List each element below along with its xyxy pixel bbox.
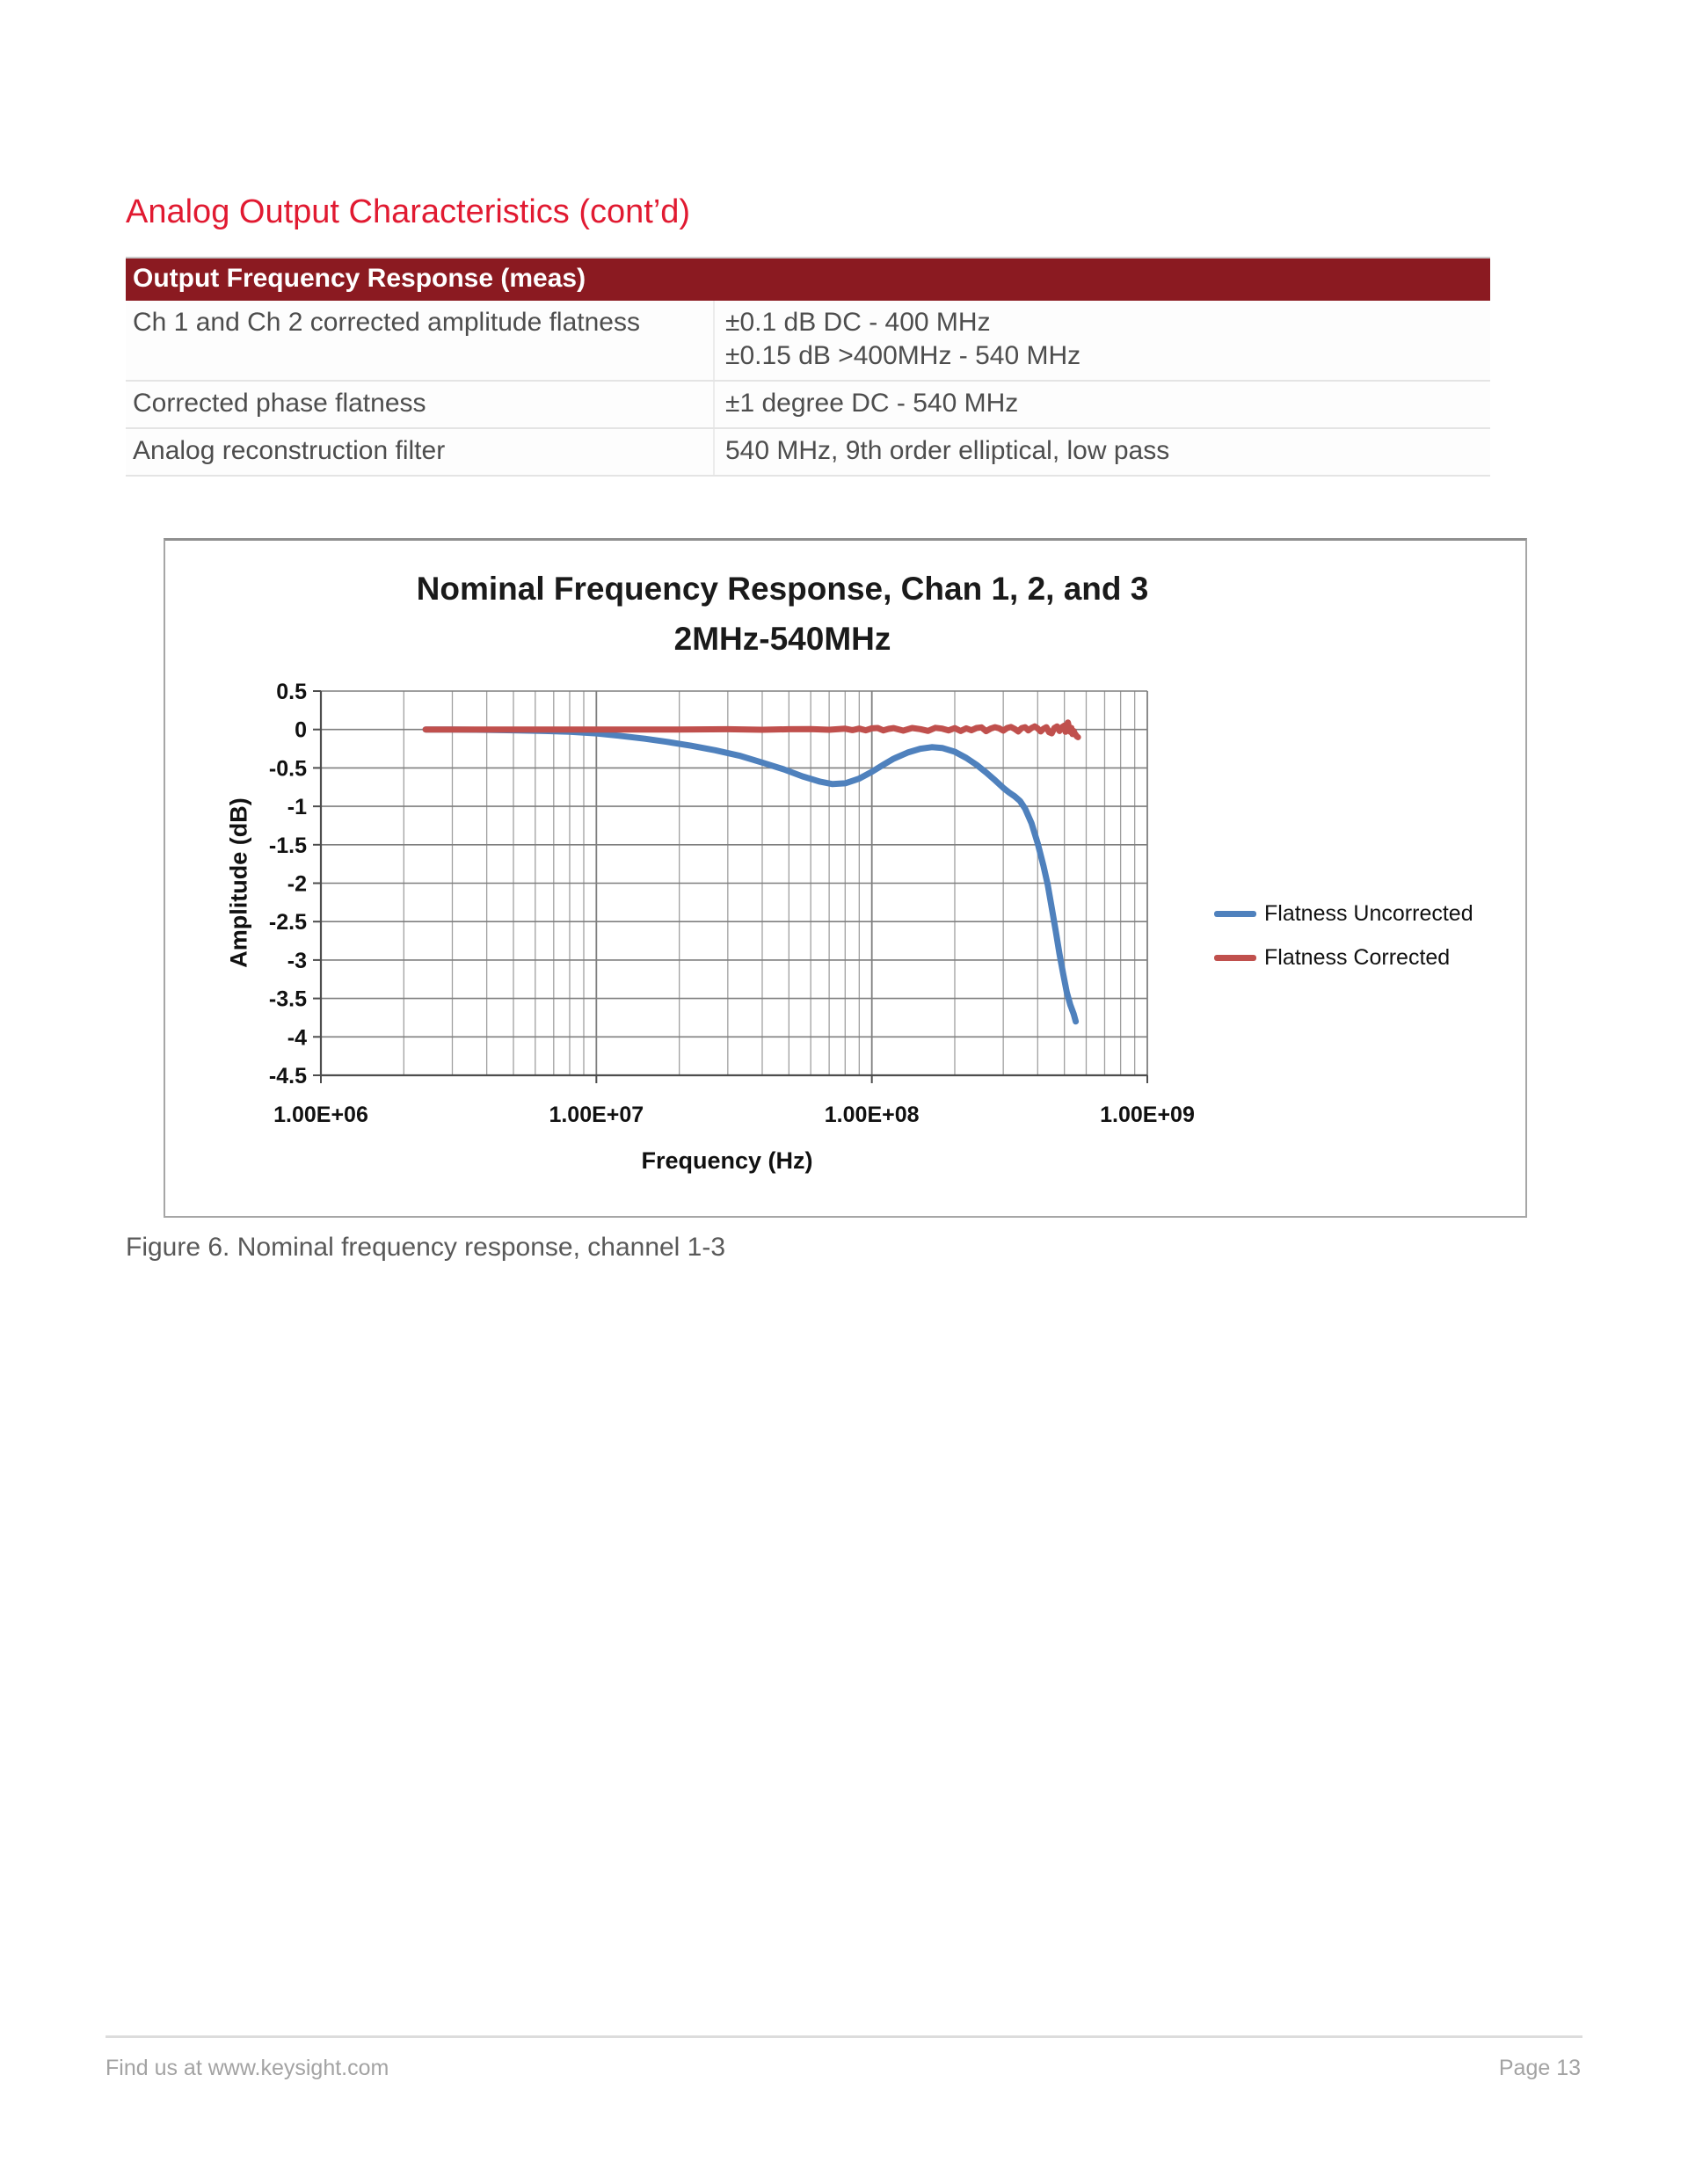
table-row: Corrected phase flatness ±1 degree DC - … xyxy=(126,382,1490,429)
svg-text:-2: -2 xyxy=(287,872,307,897)
legend-label: Flatness Corrected xyxy=(1264,945,1451,970)
table-row: Analog reconstruction filter 540 MHz, 9t… xyxy=(126,429,1490,477)
spec-value-line: ±0.1 dB DC - 400 MHz xyxy=(725,308,991,337)
footer-link[interactable]: Find us at www.keysight.com xyxy=(106,2056,389,2080)
legend-line-red-icon xyxy=(1214,955,1256,961)
svg-text:-3: -3 xyxy=(287,949,307,973)
svg-text:1.00E+09: 1.00E+09 xyxy=(1100,1103,1195,1127)
page-number: Page 13 xyxy=(1498,2056,1581,2080)
x-axis-title: Frequency (Hz) xyxy=(641,1147,813,1174)
frequency-response-chart: 0.5 0 -0.5 -1 -1.5 -2 -2.5 -3 -3.5 -4 -4.5 1.00E+06… xyxy=(269,680,1195,1127)
page-heading: Analog Output Characteristics (cont’d) xyxy=(126,193,691,230)
svg-text:0.5: 0.5 xyxy=(276,680,307,704)
table-row: Ch 1 and Ch 2 corrected amplitude flatne… xyxy=(126,301,1490,382)
spec-table-header: Output Frequency Response (meas) xyxy=(126,257,1490,301)
spec-value-line: 540 MHz, 9th order elliptical, low pass xyxy=(725,436,1170,465)
spec-label: Analog reconstruction filter xyxy=(133,436,446,465)
chart-title-line2: 2MHz-540MHz xyxy=(673,621,891,657)
svg-text:1.00E+06: 1.00E+06 xyxy=(273,1103,368,1127)
legend-line-blue-icon xyxy=(1214,911,1256,917)
svg-text:-4.5: -4.5 xyxy=(269,1064,307,1088)
svg-text:-1: -1 xyxy=(287,795,307,819)
spec-value: 540 MHz, 9th order elliptical, low pass xyxy=(713,429,1490,475)
svg-text:1.00E+07: 1.00E+07 xyxy=(549,1103,644,1127)
legend-item-corrected: Flatness Corrected xyxy=(1214,945,1450,971)
svg-text:-1.5: -1.5 xyxy=(269,834,307,858)
spec-label: Corrected phase flatness xyxy=(133,389,426,418)
legend-item-uncorrected: Flatness Uncorrected xyxy=(1214,901,1473,927)
spec-value: ±0.1 dB DC - 400 MHz ±0.15 dB >400MHz - … xyxy=(713,301,1490,380)
svg-text:1.00E+08: 1.00E+08 xyxy=(825,1103,920,1127)
spec-label: Ch 1 and Ch 2 corrected amplitude flatne… xyxy=(133,308,640,337)
spec-value-line: ±1 degree DC - 540 MHz xyxy=(725,389,1019,418)
svg-text:-2.5: -2.5 xyxy=(269,910,307,935)
footer-divider xyxy=(106,2035,1582,2038)
chart-title-line1: Nominal Frequency Response, Chan 1, 2, a… xyxy=(416,571,1149,607)
svg-text:-4: -4 xyxy=(287,1025,307,1050)
svg-text:-3.5: -3.5 xyxy=(269,987,307,1012)
chart-title: Nominal Frequency Response, Chan 1, 2, a… xyxy=(165,564,1400,664)
spec-value-line: ±0.15 dB >400MHz - 540 MHz xyxy=(725,341,1081,370)
figure-caption: Figure 6. Nominal frequency response, ch… xyxy=(126,1233,726,1262)
spec-table: Output Frequency Response (meas) Ch 1 an… xyxy=(126,257,1490,477)
svg-text:-0.5: -0.5 xyxy=(269,756,307,781)
legend-label: Flatness Uncorrected xyxy=(1264,901,1473,926)
spec-value: ±1 degree DC - 540 MHz xyxy=(713,382,1490,427)
svg-text:0: 0 xyxy=(295,718,307,743)
y-axis-title: Amplitude (dB) xyxy=(225,797,252,968)
frequency-response-figure: 0.5 0 -0.5 -1 -1.5 -2 -2.5 -3 -3.5 -4 -4.5 1.00E+06… xyxy=(164,538,1527,1218)
